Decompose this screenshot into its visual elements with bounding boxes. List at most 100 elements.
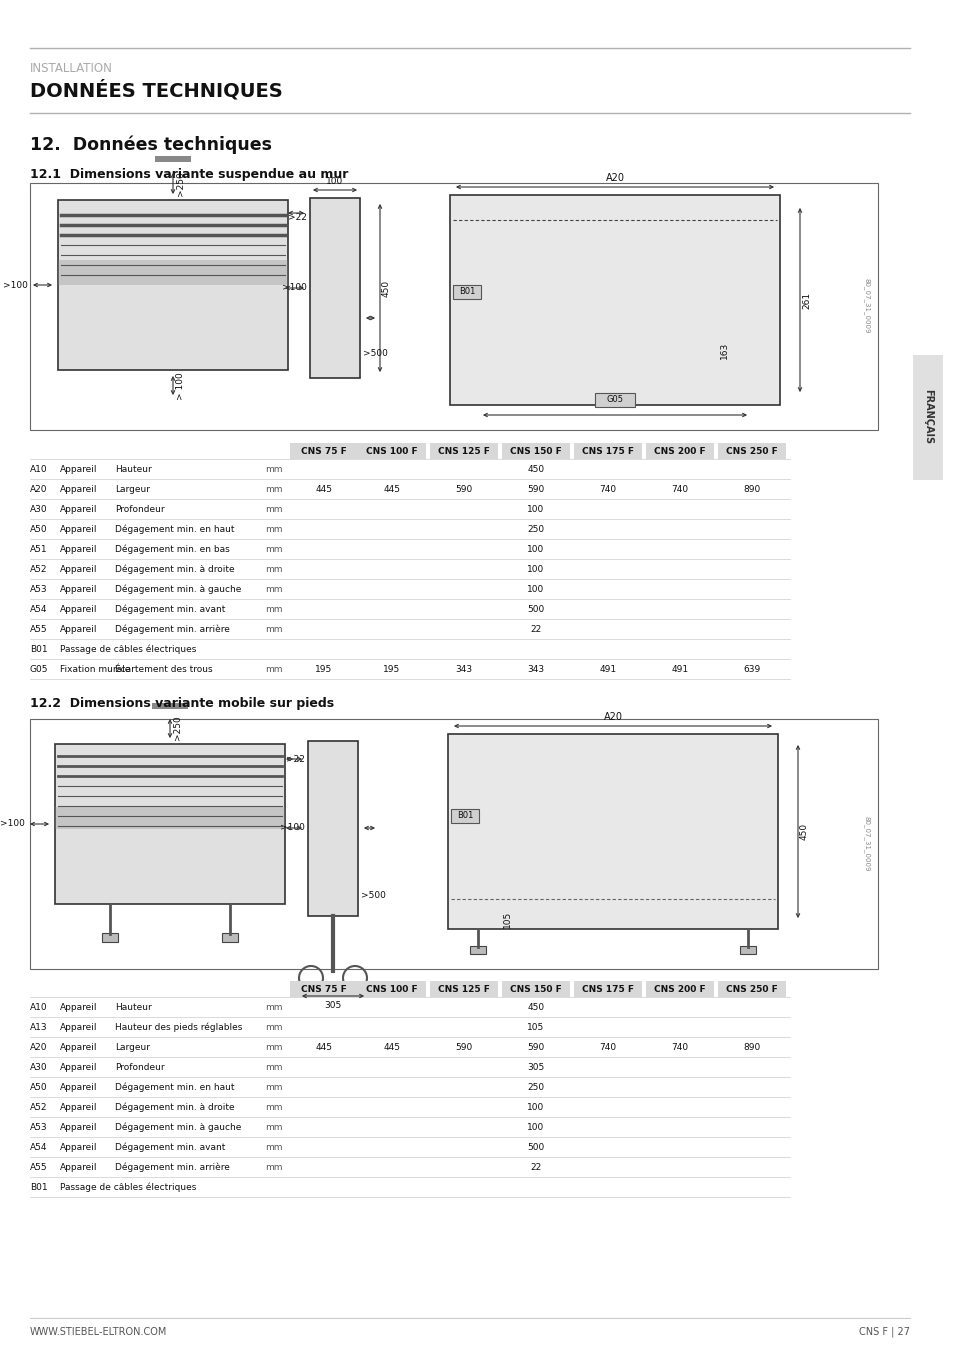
Text: 450: 450 [527,1003,544,1011]
Text: 450: 450 [381,279,391,297]
Text: mm: mm [265,605,282,613]
Text: 445: 445 [315,485,333,494]
Text: A51: A51 [30,544,48,554]
Text: mm: mm [265,664,282,674]
Text: 100: 100 [527,1122,544,1131]
Bar [574,981,641,998]
Text: >100: >100 [3,281,28,289]
Text: CNS 150 F: CNS 150 F [510,447,561,455]
Bar [55,744,285,904]
Bar [154,157,191,162]
Text: Dégagement min. à droite: Dégagement min. à droite [115,1102,234,1112]
Text: CNS 100 F: CNS 100 F [366,447,417,455]
Text: 250: 250 [527,525,544,533]
Text: >250: >250 [172,716,182,740]
Text: 491: 491 [598,664,616,674]
Text: mm: mm [265,1083,282,1092]
Bar [310,198,359,378]
Text: A20: A20 [30,1042,48,1052]
Text: 491: 491 [671,664,688,674]
Text: 195: 195 [315,664,333,674]
Text: Appareil: Appareil [60,625,97,633]
Text: 305: 305 [324,1000,341,1010]
Bar [308,741,357,917]
Text: Appareil: Appareil [60,525,97,533]
Text: 100: 100 [527,585,544,594]
Text: mm: mm [265,1022,282,1031]
Bar [451,809,478,824]
Text: Fixation murale: Fixation murale [60,664,131,674]
Text: 100: 100 [326,177,343,186]
Text: mm: mm [265,544,282,554]
Text: A54: A54 [30,1142,48,1152]
Text: A10: A10 [30,464,48,474]
Text: 261: 261 [801,292,810,309]
Text: G05: G05 [30,664,49,674]
Bar [450,194,780,405]
Text: Dégagement min. arrière: Dégagement min. arrière [115,1162,230,1172]
Text: 890: 890 [742,485,760,494]
Bar [357,443,426,459]
Text: mm: mm [265,564,282,574]
Bar [357,981,426,998]
Text: Appareil: Appareil [60,1083,97,1092]
Text: 890: 890 [742,1042,760,1052]
Text: Hauteur: Hauteur [115,464,152,474]
Text: 445: 445 [315,1042,333,1052]
Text: G05: G05 [606,396,623,405]
Text: Appareil: Appareil [60,544,97,554]
Text: 195: 195 [383,664,400,674]
Text: mm: mm [265,1122,282,1131]
Text: CNS 125 F: CNS 125 F [437,984,490,994]
Text: A54: A54 [30,605,48,613]
Text: >22: >22 [288,213,307,221]
Text: CNS 175 F: CNS 175 F [581,447,634,455]
Text: CNS 175 F: CNS 175 F [581,984,634,994]
Text: CNS 150 F: CNS 150 F [510,984,561,994]
Text: INSTALLATION: INSTALLATION [30,62,112,76]
Text: B01: B01 [30,1183,48,1192]
Text: mm: mm [265,1162,282,1172]
Bar [30,184,877,431]
Text: mm: mm [265,625,282,633]
Text: A53: A53 [30,1122,48,1131]
Text: 445: 445 [383,485,400,494]
Text: 12.1  Dimensions variante suspendue au mur: 12.1 Dimensions variante suspendue au mu… [30,167,348,181]
Text: mm: mm [265,1103,282,1111]
Text: 445: 445 [383,1042,400,1052]
Text: > 100: > 100 [175,373,185,400]
Text: 22: 22 [530,1162,541,1172]
Bar [501,443,569,459]
Bar [470,946,485,954]
Text: Passage de câbles électriques: Passage de câbles électriques [60,1183,196,1192]
Text: 105: 105 [502,910,512,927]
Text: DONNÉES TECHNIQUES: DONNÉES TECHNIQUES [30,80,282,100]
Text: Dégagement min. en haut: Dégagement min. en haut [115,1083,234,1092]
Text: mm: mm [265,525,282,533]
Text: Appareil: Appareil [60,564,97,574]
Text: WWW.STIEBEL-ELTRON.COM: WWW.STIEBEL-ELTRON.COM [30,1327,167,1336]
Text: 590: 590 [527,485,544,494]
Text: mm: mm [265,485,282,494]
Text: CNS 75 F: CNS 75 F [301,447,347,455]
Text: A13: A13 [30,1022,48,1031]
Bar [430,443,497,459]
Bar [58,261,288,285]
Text: A20: A20 [603,711,622,722]
Text: A50: A50 [30,1083,48,1092]
Text: Dégagement min. avant: Dégagement min. avant [115,1142,225,1152]
Text: Dégagement min. à droite: Dégagement min. à droite [115,564,234,574]
Text: 590: 590 [455,1042,472,1052]
Bar [501,981,569,998]
Text: 12.  Données techniques: 12. Données techniques [30,135,272,154]
Text: >500: >500 [360,891,385,900]
Bar [222,933,237,942]
Text: >500: >500 [363,348,388,358]
Text: 590: 590 [455,485,472,494]
Text: Profondeur: Profondeur [115,505,165,513]
Text: Écartement des trous: Écartement des trous [115,664,213,674]
Text: Appareil: Appareil [60,1103,97,1111]
Text: A30: A30 [30,505,48,513]
Text: Appareil: Appareil [60,505,97,513]
Text: 343: 343 [527,664,544,674]
